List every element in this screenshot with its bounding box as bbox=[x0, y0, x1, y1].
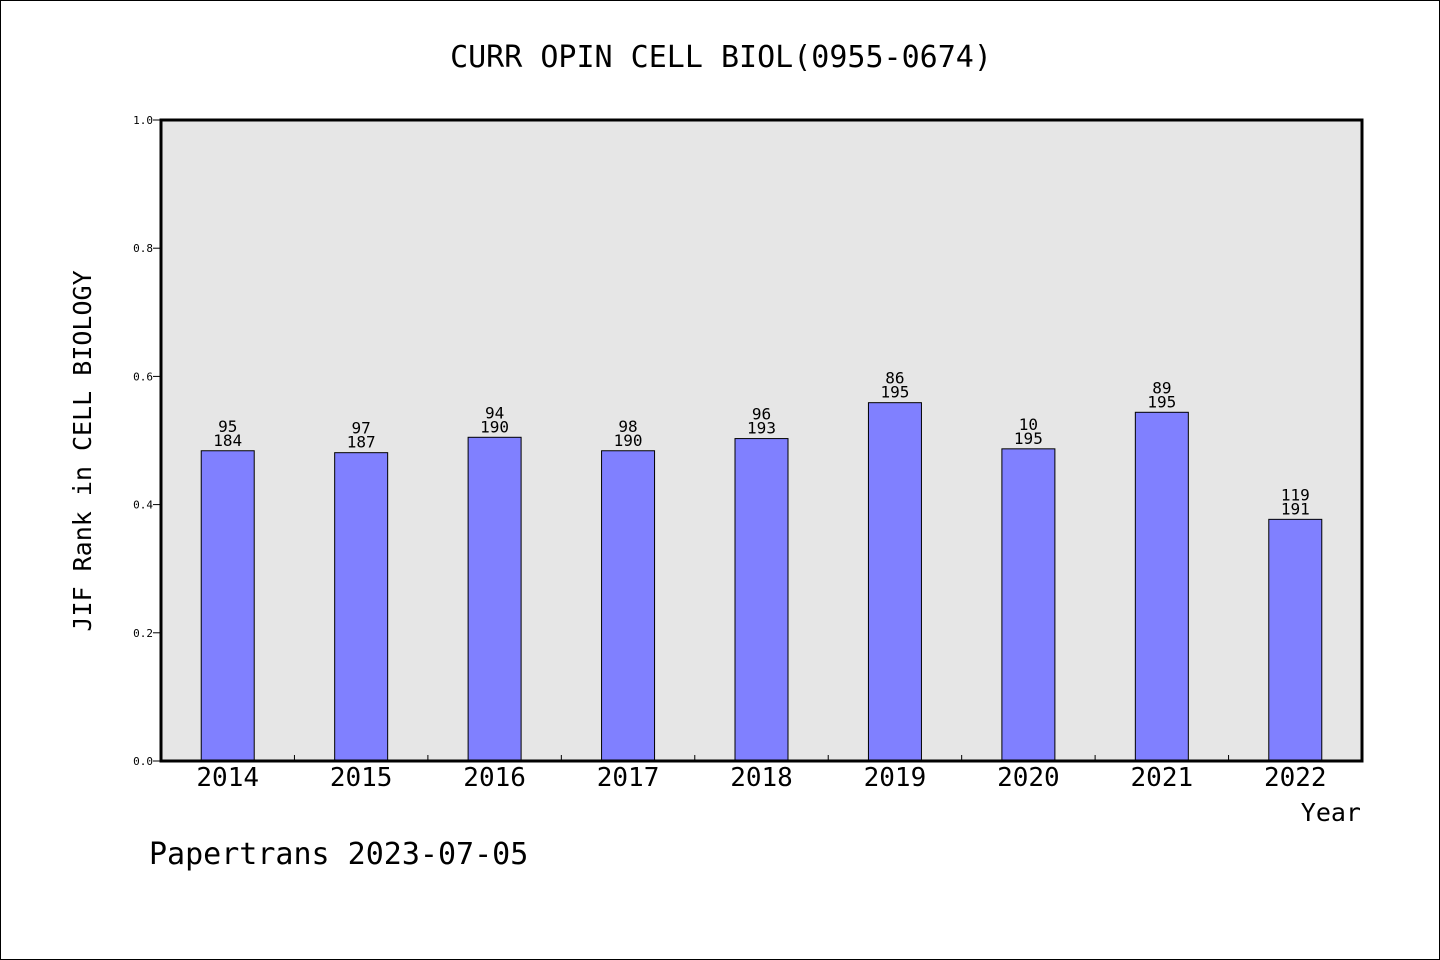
bar-2016 bbox=[467, 436, 522, 762]
x-axis-label: Year bbox=[1301, 798, 1361, 827]
x-tick-label: 2016 bbox=[463, 763, 526, 793]
rank-label: 96 bbox=[752, 405, 771, 424]
x-tick-label: 2022 bbox=[1264, 763, 1327, 793]
total-label: 184 bbox=[213, 431, 242, 450]
footer-stamp: Papertrans 2023-07-05 bbox=[149, 837, 528, 872]
chart-title: CURR OPIN CELL BIOL(0955-0674) bbox=[450, 40, 992, 75]
bar-2021 bbox=[1134, 411, 1189, 762]
x-tick-label: 2014 bbox=[196, 763, 259, 793]
y-tick-label: 1.0 bbox=[133, 114, 153, 127]
total-label: 195 bbox=[1014, 429, 1043, 448]
total-label: 187 bbox=[347, 433, 376, 452]
bar-2018 bbox=[734, 438, 789, 762]
rank-label: 97 bbox=[352, 419, 371, 438]
x-tick-label: 2019 bbox=[864, 763, 927, 793]
total-label: 190 bbox=[614, 431, 643, 450]
rank-label: 119 bbox=[1281, 485, 1310, 504]
total-label: 193 bbox=[747, 419, 776, 438]
rank-label: 10 bbox=[1019, 415, 1038, 434]
bar-2022 bbox=[1268, 518, 1323, 762]
x-tick-label: 2018 bbox=[730, 763, 793, 793]
y-axis-label: JIF Rank in CELL BIOLOGY bbox=[68, 270, 97, 631]
bar-2015 bbox=[334, 452, 389, 762]
x-tick-label: 2020 bbox=[997, 763, 1060, 793]
x-axis: 2014 2015 2016 2017 2018 2019 2020 2021 2022 bbox=[196, 755, 1327, 793]
y-axis: 0.0 0.2 0.4 0.6 0.8 1.0 bbox=[133, 114, 161, 768]
y-tick-label: 0.0 bbox=[133, 755, 153, 768]
y-tick-label: 0.4 bbox=[133, 499, 153, 512]
y-tick-label: 0.8 bbox=[133, 242, 153, 255]
rank-label: 89 bbox=[1152, 378, 1171, 397]
rank-label: 95 bbox=[218, 417, 237, 436]
plot-frame bbox=[159, 118, 1364, 763]
total-label: 190 bbox=[480, 417, 509, 436]
x-tick-label: 2021 bbox=[1131, 763, 1194, 793]
bar-2014 bbox=[200, 450, 255, 762]
total-label: 191 bbox=[1281, 499, 1310, 518]
bar-series bbox=[200, 402, 1323, 762]
rank-label: 94 bbox=[485, 403, 504, 422]
y-tick-label: 0.6 bbox=[133, 370, 153, 383]
x-tick-label: 2015 bbox=[330, 763, 393, 793]
total-label: 195 bbox=[880, 383, 909, 402]
rank-label: 86 bbox=[885, 369, 904, 388]
total-label: 195 bbox=[1147, 392, 1176, 411]
bar-2019 bbox=[867, 402, 922, 762]
y-tick-label: 0.2 bbox=[133, 627, 153, 640]
rank-label: 98 bbox=[618, 417, 637, 436]
bar-2020 bbox=[1001, 448, 1056, 762]
bar-2017 bbox=[601, 450, 656, 762]
x-tick-label: 2017 bbox=[597, 763, 660, 793]
